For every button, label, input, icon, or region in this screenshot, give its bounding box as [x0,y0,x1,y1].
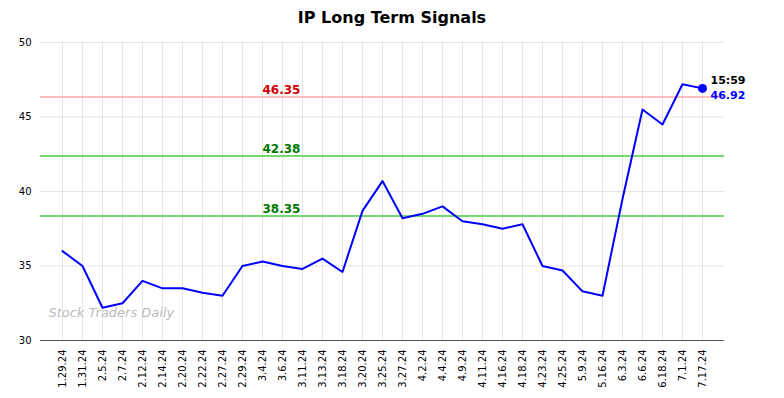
svg-text:4.11.24: 4.11.24 [477,350,488,388]
svg-text:Stock Traders Daily: Stock Traders Daily [49,305,175,320]
svg-text:6.6.24: 6.6.24 [637,350,648,382]
svg-text:6.18.24: 6.18.24 [657,350,668,388]
svg-text:5.9.24: 5.9.24 [577,350,588,382]
svg-text:46.35: 46.35 [263,83,301,97]
svg-text:2.29.24: 2.29.24 [237,350,248,388]
svg-text:38.35: 38.35 [263,202,301,216]
svg-text:1.31.24: 1.31.24 [77,350,88,388]
svg-text:3.13.24: 3.13.24 [317,350,328,388]
svg-text:50: 50 [19,37,32,48]
svg-text:4.4.24: 4.4.24 [437,350,448,382]
svg-text:35: 35 [19,260,32,271]
svg-text:46.92: 46.92 [711,89,746,102]
svg-text:4.18.24: 4.18.24 [517,350,528,388]
svg-text:45: 45 [19,111,32,122]
svg-text:5.16.24: 5.16.24 [597,350,608,388]
svg-text:3.6.24: 3.6.24 [277,350,288,382]
svg-text:3.27.24: 3.27.24 [397,350,408,388]
svg-text:4.2.24: 4.2.24 [417,350,428,382]
svg-text:15:59: 15:59 [711,74,746,87]
svg-text:2.22.24: 2.22.24 [197,350,208,388]
svg-text:6.3.24: 6.3.24 [617,350,628,382]
svg-text:7.1.24: 7.1.24 [677,350,688,382]
svg-text:30: 30 [19,335,32,346]
svg-text:3.4.24: 3.4.24 [257,350,268,382]
svg-text:42.38: 42.38 [263,142,301,156]
svg-text:2.7.24: 2.7.24 [117,350,128,382]
svg-text:4.16.24: 4.16.24 [497,350,508,388]
svg-text:3.20.24: 3.20.24 [357,350,368,388]
svg-text:40: 40 [19,186,32,197]
svg-text:2.12.24: 2.12.24 [137,350,148,388]
svg-text:7.17.24: 7.17.24 [697,350,708,388]
svg-text:2.14.24: 2.14.24 [157,350,168,388]
svg-text:3.11.24: 3.11.24 [297,350,308,388]
svg-text:4.9.24: 4.9.24 [457,350,468,382]
svg-text:3.18.24: 3.18.24 [337,350,348,388]
svg-text:1.29.24: 1.29.24 [57,350,68,388]
svg-text:2.5.24: 2.5.24 [97,350,108,382]
svg-text:3.25.24: 3.25.24 [377,350,388,388]
svg-text:4.25.24: 4.25.24 [557,350,568,388]
svg-text:2.20.24: 2.20.24 [177,350,188,388]
svg-text:2.27.24: 2.27.24 [217,350,228,388]
svg-text:4.23.24: 4.23.24 [537,350,548,388]
html-text:IP Long Term Signals: IP Long Term Signals [297,8,487,27]
